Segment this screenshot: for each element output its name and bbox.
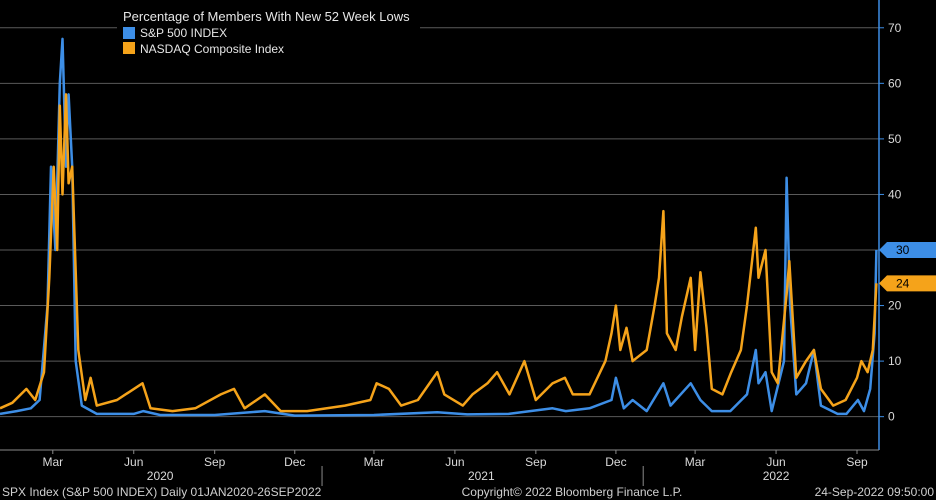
- y-tick-label-50: 50: [888, 132, 902, 146]
- last-value-label-nasdaq: 24: [896, 276, 910, 290]
- chart-title: Percentage of Members With New 52 Week L…: [123, 9, 410, 24]
- legend-label-sp500: S&P 500 INDEX: [140, 26, 227, 40]
- x-tick-label-2: Sep: [204, 455, 226, 469]
- y-tick-label-40: 40: [888, 187, 902, 201]
- legend-swatch-nasdaq: [123, 42, 135, 54]
- x-tick-label-10: Sep: [846, 455, 868, 469]
- last-value-tag-sp500: [879, 242, 936, 258]
- y-tick-label-20: 20: [888, 299, 902, 313]
- last-value-tag-nasdaq: [879, 275, 936, 292]
- x-tick-label-6: Sep: [525, 455, 547, 469]
- footer-copyright: Copyright© 2022 Bloomberg Finance L.P.: [462, 485, 683, 499]
- legend: Percentage of Members With New 52 Week L…: [117, 4, 420, 62]
- year-label-2020: 2020: [147, 469, 174, 483]
- footer-timestamp: 24-Sep-2022 09:50:00: [815, 485, 935, 499]
- x-tick-label-8: Mar: [685, 455, 706, 469]
- x-tick-label-4: Mar: [364, 455, 385, 469]
- x-tick-label-9: Jun: [766, 455, 785, 469]
- value-tags: 30 24: [879, 242, 936, 292]
- x-tick-label-7: Dec: [605, 455, 626, 469]
- year-label-2021: 2021: [468, 469, 495, 483]
- footer-ticker-info: SPX Index (S&P 500 INDEX) Daily 01JAN202…: [2, 485, 322, 499]
- x-tick-label-5: Jun: [445, 455, 464, 469]
- legend-label-nasdaq: NASDAQ Composite Index: [140, 42, 284, 56]
- x-tick-label-3: Dec: [284, 455, 305, 469]
- y-tick-label-10: 10: [888, 354, 902, 368]
- bottom-axis: Mar Jun Sep Dec Mar Jun Sep Dec Mar Jun Sep 2020 202…: [0, 449, 879, 486]
- x-tick-label-1: Jun: [124, 455, 143, 469]
- series-layer: [0, 37, 878, 417]
- y-tick-label-0: 0: [888, 410, 895, 424]
- x-tick-label-0: Mar: [42, 455, 63, 469]
- year-label-2022: 2022: [763, 469, 790, 483]
- legend-swatch-sp500: [123, 27, 135, 39]
- last-value-label-sp500: 30: [896, 243, 910, 257]
- series-line-nasdaq: [0, 93, 878, 413]
- y-tick-label-60: 60: [888, 76, 902, 90]
- y-tick-label-70: 70: [888, 21, 902, 35]
- legend-background: [117, 4, 420, 62]
- footer: SPX Index (S&P 500 INDEX) Daily 01JAN202…: [2, 485, 934, 499]
